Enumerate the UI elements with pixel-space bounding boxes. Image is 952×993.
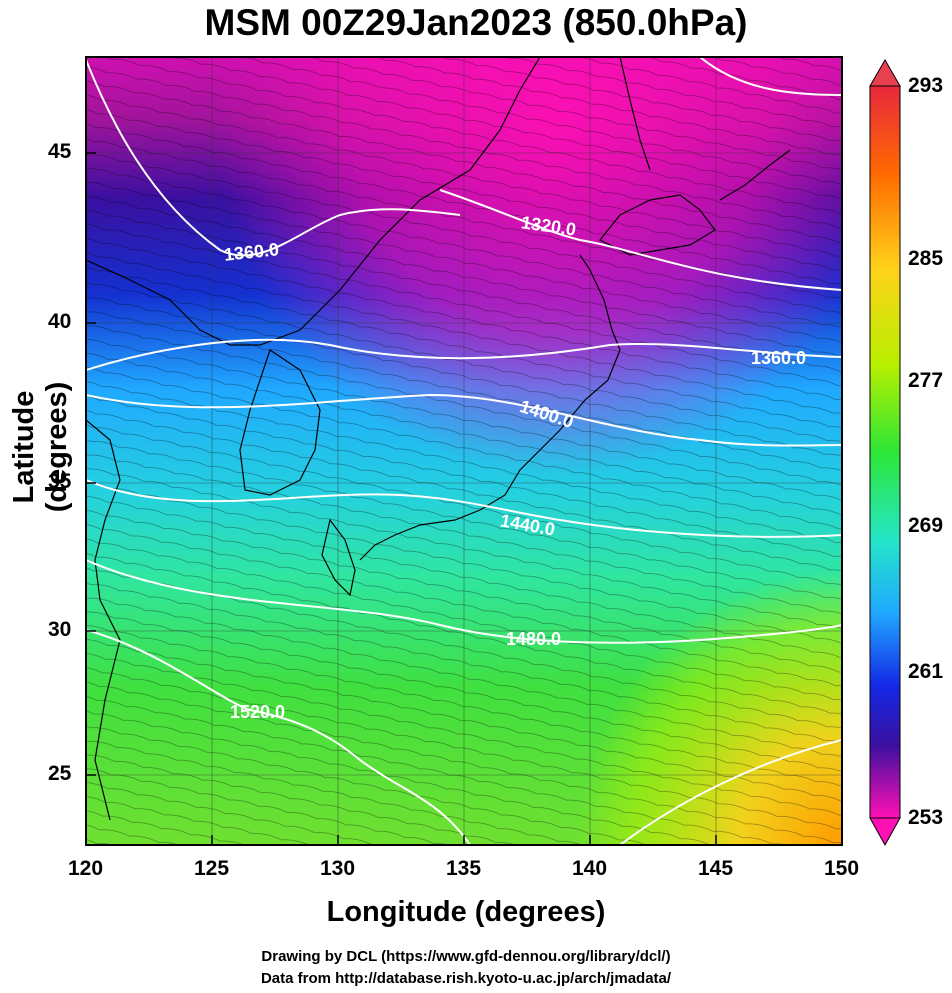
- colorbar-tick-label: 293: [908, 74, 944, 97]
- coast-japan-honshu: [359, 254, 621, 561]
- contour-label: 1520.0: [230, 702, 286, 722]
- y-tick-label: 35: [48, 470, 72, 493]
- contour-1360-north: [86, 59, 461, 257]
- colorbar-body: [869, 85, 901, 819]
- y-axis-label: Latitude (degrees): [8, 381, 73, 513]
- x-tick-label: 120: [68, 857, 104, 880]
- credit-drawing: Drawing by DCL (https://www.gfd-dennou.o…: [261, 948, 671, 965]
- x-tick-label: 135: [446, 857, 482, 880]
- contour-label: 1480.0: [506, 629, 562, 649]
- grid-lines: [86, 57, 842, 845]
- y-tick-label: 30: [48, 618, 72, 641]
- contour-1480: [86, 559, 842, 644]
- x-tick-label: 150: [824, 857, 860, 880]
- x-tick-label: 145: [698, 857, 734, 880]
- colorbar-tick-label: 261: [908, 660, 944, 683]
- contour-1360-south: [86, 338, 842, 371]
- contour-northeast: [699, 57, 842, 96]
- coast-kyushu: [321, 518, 356, 597]
- colorbar-tick-label: 277: [908, 369, 944, 392]
- x-tick-label: 125: [194, 857, 230, 880]
- coastlines: [86, 57, 791, 821]
- colorbar-tick-label: 285: [908, 247, 944, 270]
- tick-marks: [85, 152, 843, 845]
- colorbar-top-arrow: [869, 58, 901, 87]
- coast-sakhalin: [619, 57, 651, 171]
- contour-1400: [86, 393, 842, 447]
- credit-data: Data from http://database.rish.kyoto-u.a…: [260, 970, 672, 987]
- y-tick-label: 45: [48, 140, 72, 163]
- chart-title: MSM 00Z29Jan2023 (850.0hPa): [204, 2, 748, 43]
- contour-1320: [439, 189, 842, 291]
- x-tick-label: 130: [320, 857, 356, 880]
- coast-asia-mainland: [86, 57, 541, 346]
- y-tick-label: 40: [48, 310, 72, 333]
- coast-korea: [239, 349, 321, 496]
- contour-label: 1360.0: [751, 348, 807, 368]
- coast-china-east: [86, 419, 121, 821]
- coast-hokkaido: [599, 194, 716, 256]
- contour-1440: [86, 479, 842, 538]
- height-contours: [86, 57, 842, 845]
- y-tick-label: 25: [48, 762, 72, 785]
- colorbar-bottom-arrow: [869, 817, 901, 847]
- colorbar-tick-label: 253: [908, 806, 944, 829]
- colorbar-tick-label: 269: [908, 514, 944, 537]
- coast-kurils: [719, 149, 791, 201]
- contour-1520: [86, 629, 471, 845]
- colorbar: [869, 58, 901, 847]
- contour-southeast: [619, 739, 842, 845]
- x-tick-label: 140: [572, 857, 608, 880]
- x-axis-label: Longitude (degrees): [326, 896, 606, 928]
